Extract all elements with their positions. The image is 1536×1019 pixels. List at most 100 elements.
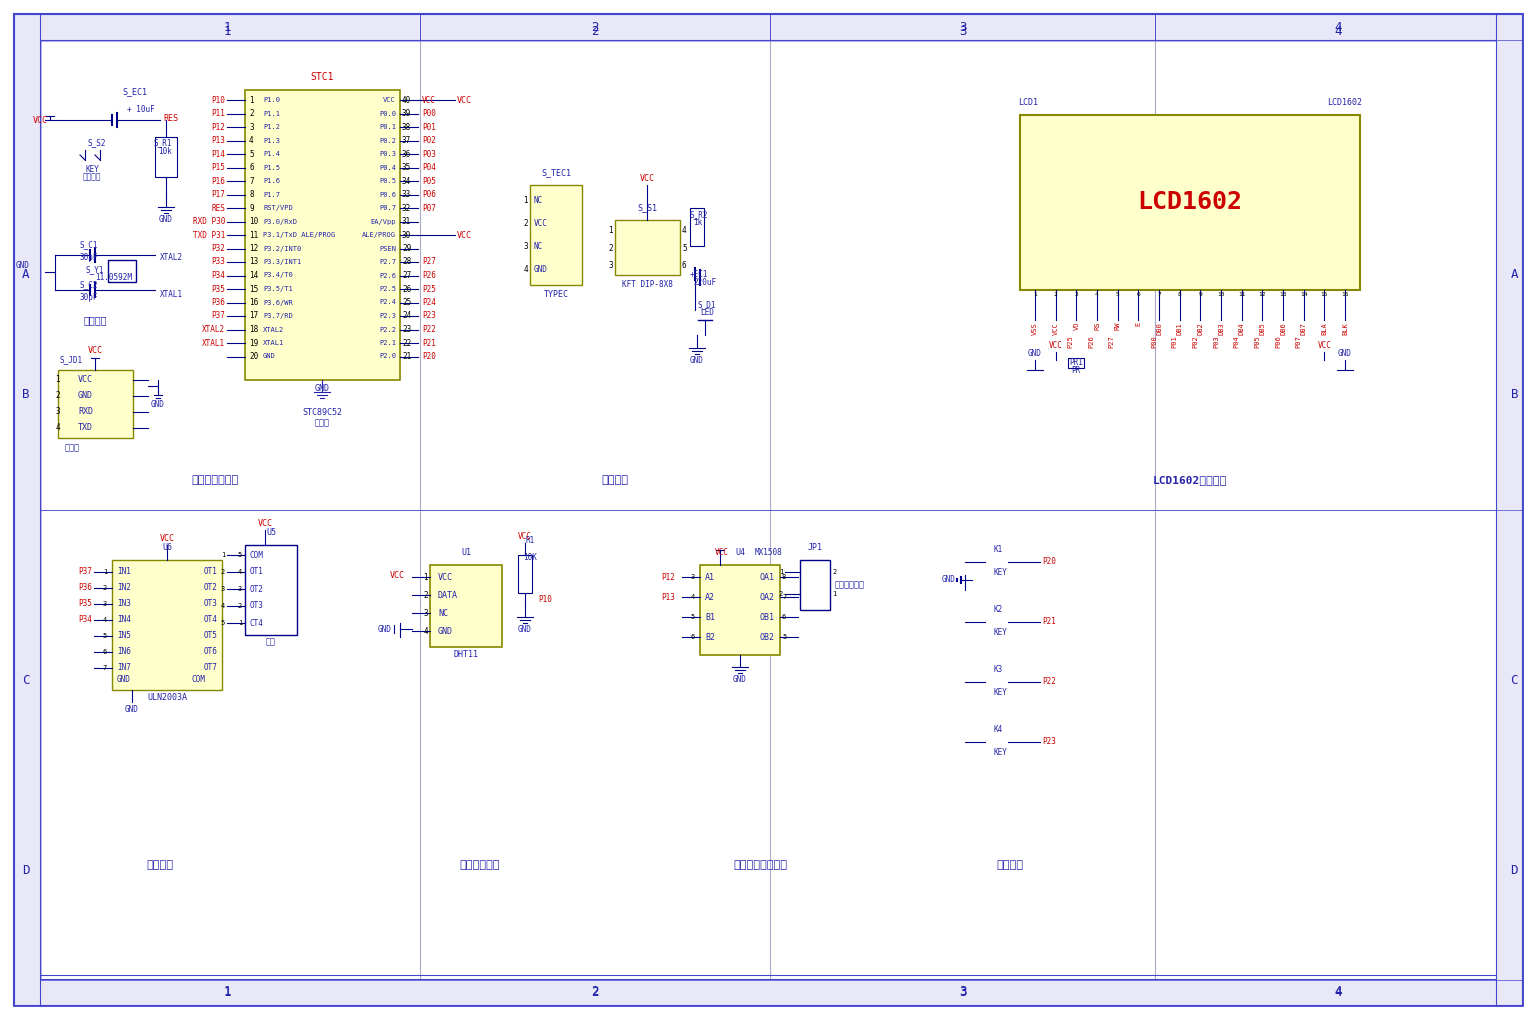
Text: 电源电路: 电源电路 — [602, 475, 628, 485]
Text: 15: 15 — [249, 284, 258, 293]
Text: P05: P05 — [422, 176, 436, 185]
Text: ULN2003A: ULN2003A — [147, 693, 187, 702]
Text: 4: 4 — [1335, 985, 1342, 998]
Text: IN2: IN2 — [117, 584, 131, 592]
Text: 5: 5 — [249, 150, 253, 159]
Text: 32: 32 — [402, 204, 412, 213]
Text: 单片机: 单片机 — [315, 418, 330, 427]
Text: P06: P06 — [1275, 335, 1281, 348]
Text: 9: 9 — [1198, 292, 1203, 297]
Bar — [1020, 115, 1359, 290]
Text: XTAL1: XTAL1 — [160, 290, 183, 299]
Text: 10: 10 — [1217, 292, 1224, 297]
Text: D: D — [1510, 863, 1518, 876]
Text: OT2: OT2 — [203, 584, 217, 592]
Text: P2.5: P2.5 — [379, 286, 396, 292]
Text: 直流电机驱动模块: 直流电机驱动模块 — [733, 860, 786, 870]
Text: 6: 6 — [249, 163, 253, 172]
Text: 1: 1 — [55, 375, 60, 384]
Text: 39: 39 — [402, 109, 412, 118]
Text: P1.5: P1.5 — [263, 164, 280, 170]
Text: 7: 7 — [1157, 292, 1161, 297]
Text: A: A — [1510, 268, 1518, 281]
Text: C: C — [22, 674, 29, 687]
Text: 4: 4 — [238, 569, 243, 575]
Text: VCC: VCC — [1049, 341, 1063, 350]
Text: VCC: VCC — [438, 573, 453, 582]
Text: XTAL1: XTAL1 — [201, 338, 224, 347]
Text: 14: 14 — [1299, 292, 1307, 297]
Bar — [770, 14, 1155, 40]
Text: 1: 1 — [223, 985, 230, 999]
Text: 2: 2 — [591, 20, 599, 34]
Text: 1: 1 — [223, 25, 230, 38]
Text: 35: 35 — [402, 163, 412, 172]
Bar — [14, 14, 40, 1005]
Text: IN5: IN5 — [117, 632, 131, 641]
Text: DB4: DB4 — [1238, 322, 1244, 335]
Text: VCC: VCC — [384, 97, 396, 103]
Text: 3: 3 — [608, 262, 613, 270]
Text: PSEN: PSEN — [379, 246, 396, 252]
Text: DHT11: DHT11 — [453, 650, 479, 659]
Text: 27: 27 — [402, 271, 412, 280]
Text: P12: P12 — [660, 573, 674, 582]
Text: C: C — [1510, 674, 1518, 687]
Text: VCC: VCC — [88, 346, 103, 355]
Text: 1: 1 — [833, 591, 836, 597]
Text: 4: 4 — [103, 616, 108, 623]
Text: U5: U5 — [266, 528, 276, 537]
Text: 3: 3 — [960, 20, 966, 34]
Text: OT1: OT1 — [250, 568, 264, 577]
Text: P11: P11 — [210, 109, 224, 118]
Text: 11: 11 — [1238, 292, 1246, 297]
Text: 37: 37 — [402, 136, 412, 145]
Text: P20: P20 — [1041, 557, 1055, 567]
Text: A1: A1 — [705, 573, 714, 582]
Text: 33: 33 — [402, 190, 412, 199]
Text: 2: 2 — [238, 603, 243, 609]
Text: 4: 4 — [424, 627, 429, 636]
Text: STC89C52: STC89C52 — [303, 408, 343, 417]
Text: GND: GND — [263, 354, 276, 360]
Text: P37: P37 — [78, 568, 92, 577]
Text: KEY: KEY — [992, 748, 1008, 757]
Text: DB7: DB7 — [1301, 322, 1307, 335]
Text: P27: P27 — [422, 258, 436, 267]
Text: GND: GND — [124, 705, 138, 714]
Text: GND: GND — [378, 625, 392, 634]
Text: PR: PR — [1072, 366, 1081, 375]
Text: 步进电机: 步进电机 — [146, 860, 174, 870]
Text: 2: 2 — [55, 391, 60, 400]
Text: 直流电机插座: 直流电机插座 — [836, 581, 865, 590]
Text: JP1: JP1 — [808, 543, 822, 552]
Text: P0.1: P0.1 — [379, 124, 396, 130]
Text: P01: P01 — [1172, 335, 1178, 348]
Text: GND: GND — [518, 625, 531, 634]
Text: P02: P02 — [1192, 335, 1198, 348]
Text: 8: 8 — [1178, 292, 1181, 297]
Text: K2: K2 — [992, 605, 1003, 614]
Text: 6: 6 — [682, 262, 687, 270]
Text: 按键电路: 按键电路 — [997, 860, 1023, 870]
Text: P1.4: P1.4 — [263, 151, 280, 157]
Text: 6: 6 — [1137, 292, 1140, 297]
Text: P1.2: P1.2 — [263, 124, 280, 130]
Text: VO: VO — [1074, 322, 1080, 330]
Text: ALE/PROG: ALE/PROG — [362, 232, 396, 238]
Text: P10: P10 — [538, 595, 551, 604]
Text: DB2: DB2 — [1198, 322, 1203, 335]
Text: P3.7/RD: P3.7/RD — [263, 313, 293, 319]
Text: 16: 16 — [249, 298, 258, 307]
Text: OT2: OT2 — [250, 585, 264, 593]
Text: 16: 16 — [1341, 292, 1349, 297]
Text: K4: K4 — [992, 725, 1003, 734]
Text: P15: P15 — [210, 163, 224, 172]
Text: OB2: OB2 — [760, 633, 776, 642]
Text: P0.6: P0.6 — [379, 192, 396, 198]
Text: LCD1602显示电路: LCD1602显示电路 — [1154, 475, 1227, 485]
Text: 2: 2 — [221, 569, 224, 575]
Text: P14: P14 — [210, 150, 224, 159]
Text: VCC: VCC — [518, 532, 531, 541]
Text: S_C2: S_C2 — [80, 280, 98, 289]
